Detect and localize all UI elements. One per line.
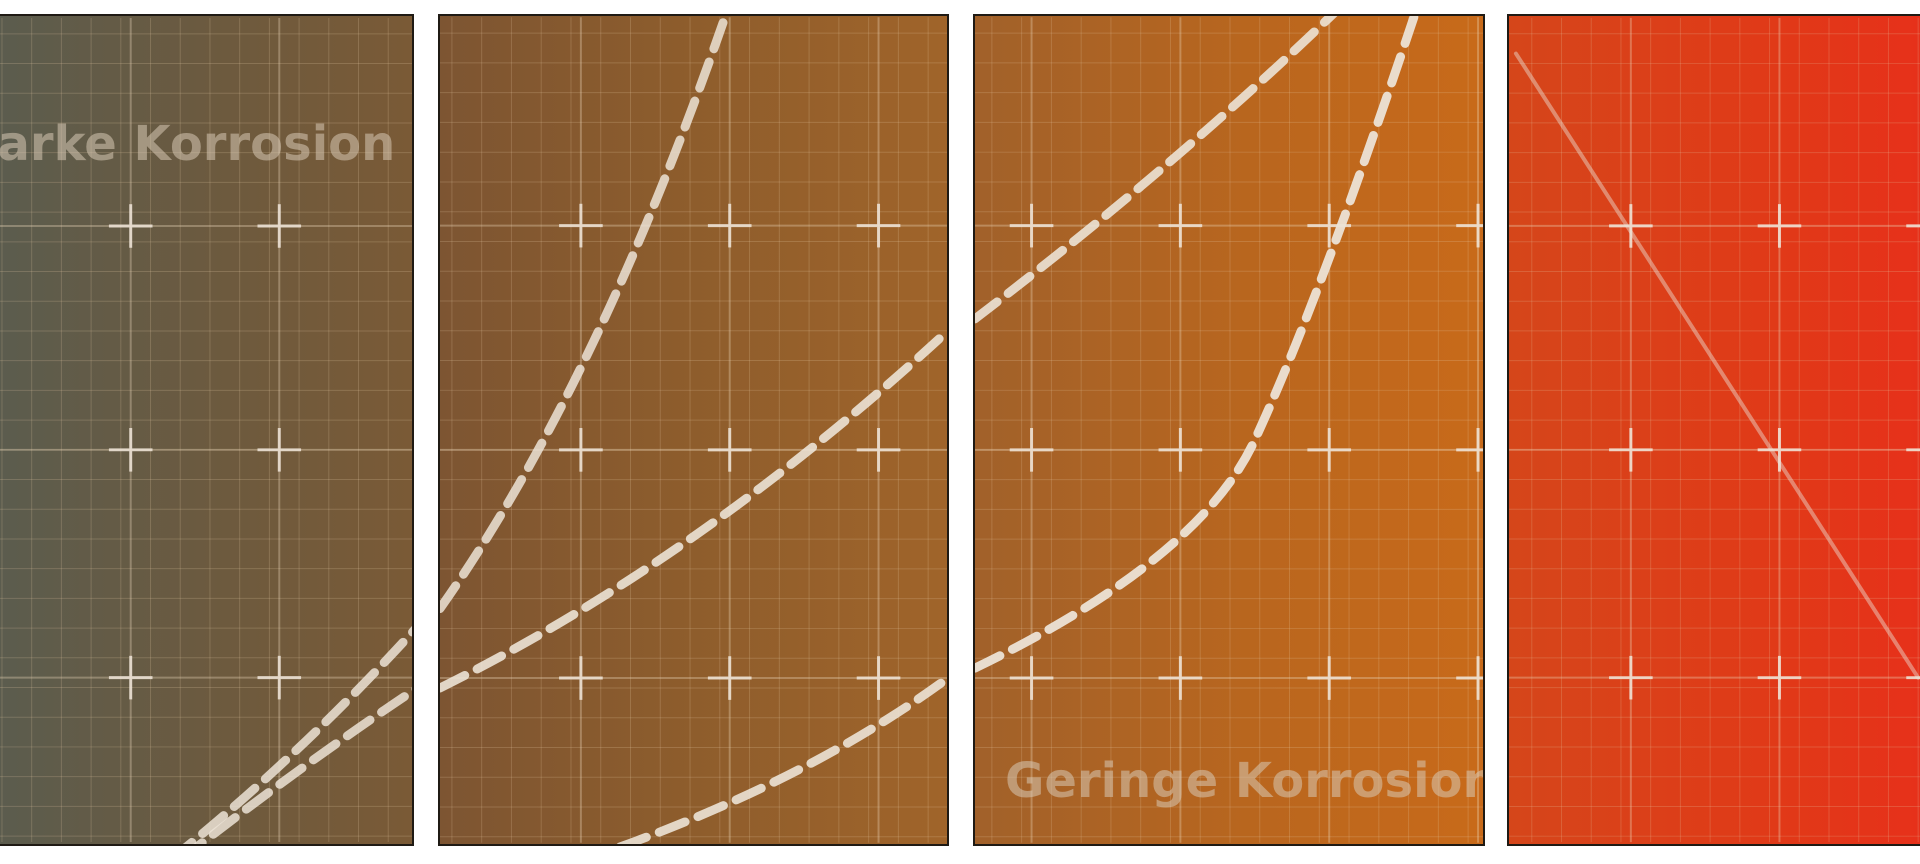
crosshair-marker (856, 203, 901, 248)
crosshair-markers (559, 203, 901, 700)
grid (1509, 17, 1920, 843)
chart-panel-3: Geringe Korrosion (973, 14, 1485, 846)
label-low-corrosion: Geringe Korrosion (1005, 753, 1485, 809)
crosshair-marker (559, 656, 603, 700)
crosshair-markers (1609, 204, 1920, 700)
dashed-curve-2 (440, 326, 947, 693)
crosshair-marker (108, 428, 153, 472)
crosshair-marker (1456, 656, 1483, 700)
chart-panel-1: Starke Korrosion (0, 14, 414, 846)
crosshair-marker (1307, 428, 1352, 472)
curves (440, 16, 947, 844)
crosshair-marker (1009, 428, 1054, 472)
crosshair-marker (707, 203, 752, 248)
dashed-curve-1 (182, 625, 412, 844)
crosshair-marker (1609, 204, 1653, 248)
crosshair-marker (1609, 655, 1653, 700)
minor-grid (975, 17, 1483, 843)
crosshair-marker (707, 656, 752, 700)
curves (182, 625, 412, 844)
crosshair-marker (856, 656, 901, 700)
crosshair-marker (559, 203, 603, 248)
grid (975, 17, 1483, 843)
chart-panel-4 (1507, 14, 1920, 846)
dashed-curve-2 (193, 686, 412, 844)
crosshair-marker (1158, 203, 1203, 248)
crosshair-marker (1456, 428, 1483, 472)
crosshair-marker (1757, 655, 1802, 700)
curves (1513, 51, 1920, 680)
crosshair-marker (1009, 203, 1054, 248)
crosshair-marker (1307, 656, 1352, 700)
minor-grid (1509, 17, 1920, 843)
dashed-curve-3 (614, 673, 947, 844)
crosshair-markers (1009, 203, 1483, 700)
crosshair-marker (108, 204, 153, 248)
crosshair-marker (1757, 428, 1802, 472)
curves (975, 16, 1419, 673)
crosshair-marker (707, 428, 752, 472)
crosshair-marker (257, 655, 302, 700)
crosshair-marker (1158, 656, 1203, 700)
crosshair-marker (1906, 676, 1920, 680)
crosshair-marker (1906, 224, 1920, 228)
crosshair-marker (559, 428, 603, 472)
crosshair-marker (1609, 428, 1653, 472)
crosshair-marker (856, 428, 901, 472)
crosshair-marker (1009, 656, 1054, 700)
crosshair-marker (1158, 428, 1203, 472)
chart-panel-2 (438, 14, 949, 846)
crosshair-marker (257, 428, 302, 472)
dashed-curve-2 (975, 16, 1419, 673)
dashed-curve-1 (440, 16, 731, 614)
crosshair-marker (1456, 203, 1483, 248)
crosshair-marker (1906, 448, 1920, 452)
dashed-curve-1 (1513, 51, 1920, 680)
crosshair-marker (108, 655, 153, 700)
crosshair-markers (108, 204, 302, 700)
dashed-curve-1 (975, 16, 1338, 324)
crosshair-marker (1757, 204, 1802, 248)
label-strong-corrosion: Starke Korrosion (0, 116, 396, 172)
crosshair-marker (257, 204, 302, 248)
